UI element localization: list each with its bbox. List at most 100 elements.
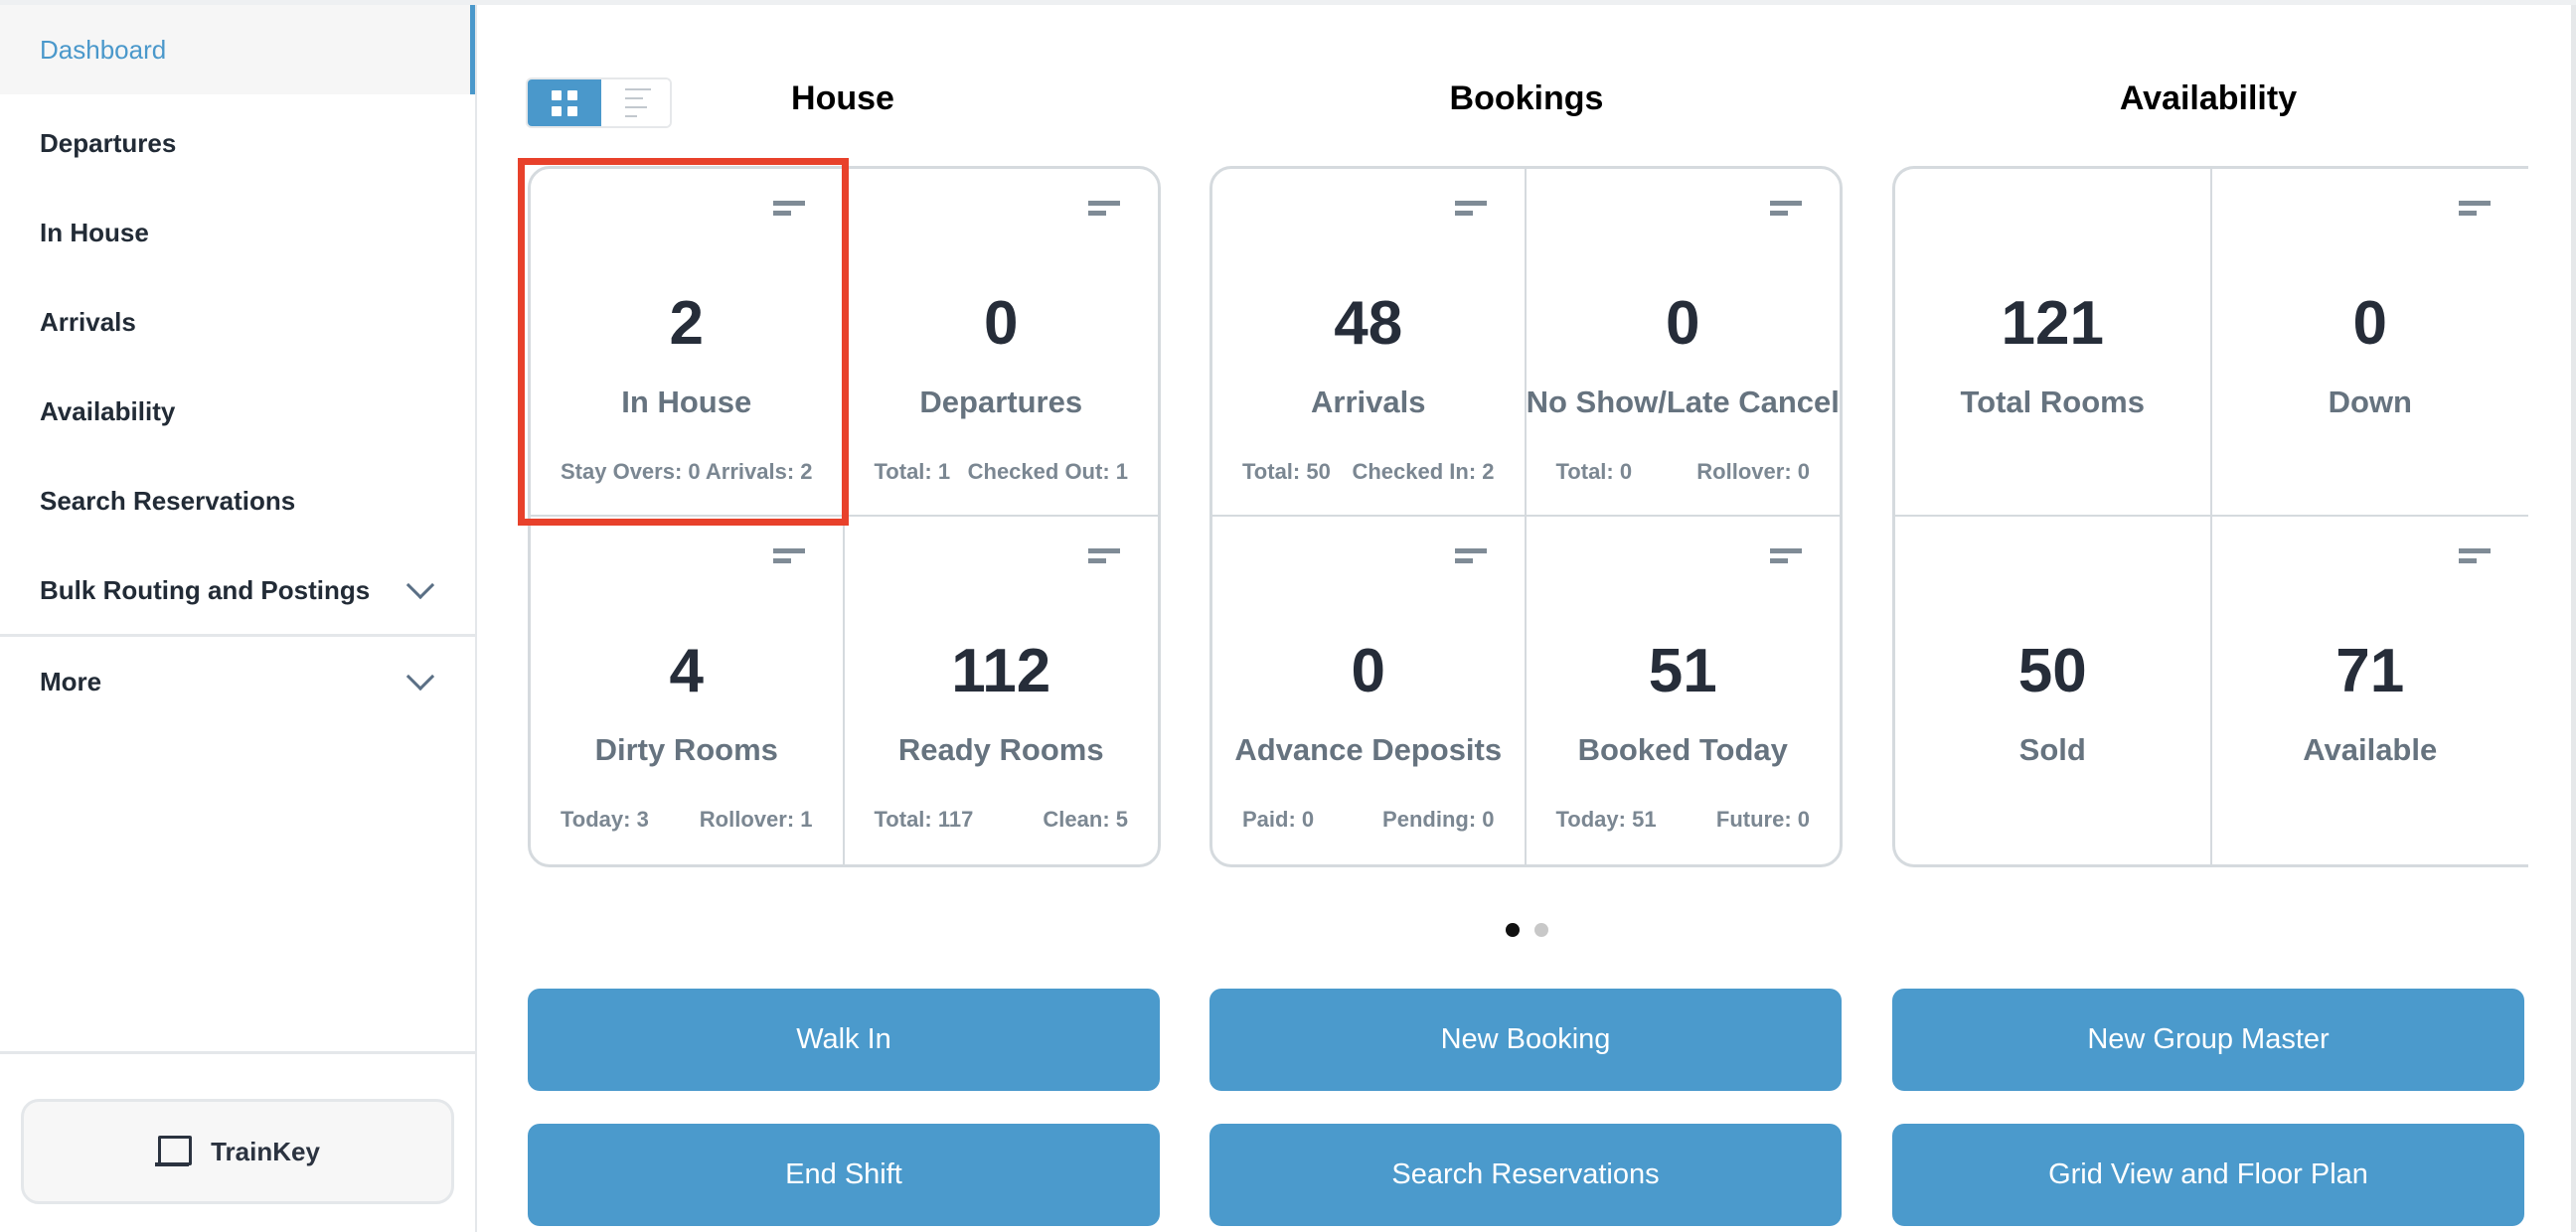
- menu-icon[interactable]: [1088, 548, 1120, 564]
- section-title-availability: Availability: [2119, 79, 2298, 117]
- sidebar-item-more[interactable]: More: [0, 637, 475, 726]
- stat-label: Total Rooms: [1960, 385, 2145, 419]
- stat-subvalue: Checked In: 2: [1352, 459, 1495, 484]
- stat-subvalue: Total: 0: [1555, 459, 1633, 484]
- trainkey-button[interactable]: TrainKey: [21, 1099, 454, 1204]
- stat-subvalue: Total: 1: [874, 459, 951, 484]
- stat-tile[interactable]: 0 Advance Deposits Paid: 0 Pending: 0: [1212, 517, 1527, 864]
- stat-value: 112: [951, 637, 1051, 705]
- stat-tile[interactable]: 4 Dirty Rooms Today: 3 Rollover: 1: [531, 517, 845, 864]
- stat-tile[interactable]: 2 In House Stay Overs: 0 Arrivals: 2: [531, 169, 845, 517]
- menu-icon[interactable]: [1770, 548, 1802, 564]
- stat-value: 50: [2017, 637, 2087, 705]
- menu-icon[interactable]: [1454, 548, 1487, 564]
- stat-label: No Show/Late Cancel: [1526, 385, 1840, 419]
- stat-subvalues: Today: 3 Rollover: 1: [531, 807, 843, 833]
- window-edge: [2571, 5, 2576, 1232]
- stat-value: 4: [669, 637, 704, 705]
- search-reservations-button[interactable]: Search Reservations: [1209, 1124, 1842, 1226]
- stat-subvalues: Total: 1 Checked Out: 1: [845, 459, 1159, 485]
- chevron-down-icon: [405, 570, 435, 600]
- stat-label: Down: [2328, 385, 2412, 419]
- stat-value: 51: [1648, 637, 1717, 705]
- stat-tile[interactable]: 112 Ready Rooms Total: 117 Clean: 5: [845, 517, 1159, 864]
- sidebar-item-label: Bulk Routing and Postings: [40, 574, 371, 605]
- menu-icon[interactable]: [2459, 201, 2491, 217]
- stat-subvalue: Future: 0: [1715, 807, 1810, 832]
- sidebar-item-availability[interactable]: Availability: [0, 367, 475, 456]
- stat-tile[interactable]: 0 Departures Total: 1 Checked Out: 1: [844, 169, 1159, 517]
- menu-icon[interactable]: [772, 548, 805, 564]
- sidebar-divider: [0, 634, 475, 637]
- stat-subvalues: Paid: 0 Pending: 0: [1212, 807, 1525, 833]
- menu-icon[interactable]: [1088, 201, 1120, 217]
- menu-icon[interactable]: [2459, 548, 2491, 564]
- grid-icon: [552, 89, 562, 100]
- list-view-button[interactable]: [601, 79, 670, 126]
- section-card-bookings: 48 Arrivals Total: 50 Checked In: 2 0 No Show…: [1209, 166, 1843, 867]
- trainkey-label: TrainKey: [211, 1136, 320, 1166]
- stat-tile[interactable]: 50 Sold: [1895, 517, 2212, 864]
- stat-subvalues: Total: 0 Rollover: 0: [1527, 459, 1841, 485]
- new-booking-button[interactable]: New Booking: [1209, 989, 1842, 1091]
- stat-tile[interactable]: 51 Booked Today Today: 51 Future: 0: [1527, 517, 1841, 864]
- section-title-house: House: [791, 79, 894, 117]
- stat-tile[interactable]: 48 Arrivals Total: 50 Checked In: 2: [1212, 169, 1527, 517]
- stat-label: Departures: [919, 385, 1083, 419]
- laptop-icon: [155, 1136, 193, 1167]
- stat-subvalue: Today: 51: [1555, 807, 1657, 832]
- section-card-availability: 121 Total Rooms 0 Down 50 Sold 71 Available: [1892, 166, 2528, 867]
- menu-icon[interactable]: [1454, 201, 1487, 217]
- sidebar-item-in-house[interactable]: In House: [0, 188, 475, 277]
- section-title-bookings: Bookings: [1449, 79, 1604, 117]
- stat-subvalue: Today: 3: [561, 807, 649, 832]
- stat-label: In House: [621, 385, 752, 419]
- sidebar-item-dashboard[interactable]: Dashboard: [0, 5, 475, 94]
- sidebar-item-label: Dashboard: [40, 34, 167, 65]
- stat-subvalue: Total: 50: [1242, 459, 1331, 484]
- stat-label: Ready Rooms: [897, 732, 1104, 767]
- stat-tile[interactable]: 71 Available: [2212, 517, 2529, 864]
- new-group-master-button[interactable]: New Group Master: [1892, 989, 2524, 1091]
- section-card-house: 2 In House Stay Overs: 0 Arrivals: 2 0 Depart…: [528, 166, 1161, 867]
- stat-label: Advance Deposits: [1234, 732, 1503, 767]
- stat-value: 0: [2352, 289, 2387, 358]
- sidebar-item-label: Search Reservations: [40, 485, 296, 516]
- sidebar-item-label: Arrivals: [40, 306, 136, 337]
- grid-view-floor-plan-button[interactable]: Grid View and Floor Plan: [1892, 1124, 2524, 1226]
- carousel-dot[interactable]: [1534, 923, 1548, 937]
- sidebar-item-arrivals[interactable]: Arrivals: [0, 277, 475, 367]
- top-border: [0, 0, 2576, 5]
- walk-in-button[interactable]: Walk In: [528, 989, 1160, 1091]
- stat-label: Arrivals: [1311, 385, 1426, 419]
- sidebar-item-label: More: [40, 666, 102, 696]
- stat-subvalues: Total: 117 Clean: 5: [845, 807, 1159, 833]
- stat-subvalue: Pending: 0: [1382, 807, 1495, 832]
- stat-label: Available: [2303, 732, 2438, 767]
- stat-subvalue: Checked Out: 1: [967, 459, 1128, 484]
- stat-tile[interactable]: 0 Down: [2211, 169, 2528, 517]
- stat-subvalue: Total: 117: [874, 807, 974, 832]
- stat-value: 71: [2335, 637, 2405, 705]
- stat-value: 0: [1351, 637, 1385, 705]
- sidebar-item-bulk-routing[interactable]: Bulk Routing and Postings: [0, 545, 475, 635]
- stat-label: Dirty Rooms: [594, 732, 778, 767]
- grid-view-button[interactable]: [528, 79, 601, 126]
- menu-icon[interactable]: [1770, 201, 1802, 217]
- stat-subvalues: Today: 51 Future: 0: [1527, 807, 1841, 833]
- sidebar-item-departures[interactable]: Departures: [0, 98, 475, 188]
- list-icon: [625, 88, 651, 90]
- sidebar-item-search-reservations[interactable]: Search Reservations: [0, 456, 475, 545]
- sidebar-item-label: In House: [40, 217, 149, 247]
- stat-tile[interactable]: 0 No Show/Late Cancel Total: 0 Rollover: 0: [1526, 169, 1841, 517]
- menu-icon[interactable]: [772, 201, 805, 217]
- end-shift-button[interactable]: End Shift: [528, 1124, 1160, 1226]
- stat-value: 2: [669, 289, 704, 358]
- carousel-dot-active[interactable]: [1506, 923, 1520, 937]
- stat-value: 0: [984, 289, 1019, 358]
- chevron-down-icon: [405, 662, 435, 692]
- stat-tile[interactable]: 121 Total Rooms: [1895, 169, 2212, 517]
- stat-subvalue: Paid: 0: [1242, 807, 1315, 832]
- stat-subvalue: Stay Overs: 0: [561, 459, 701, 484]
- view-toggle: [526, 77, 672, 128]
